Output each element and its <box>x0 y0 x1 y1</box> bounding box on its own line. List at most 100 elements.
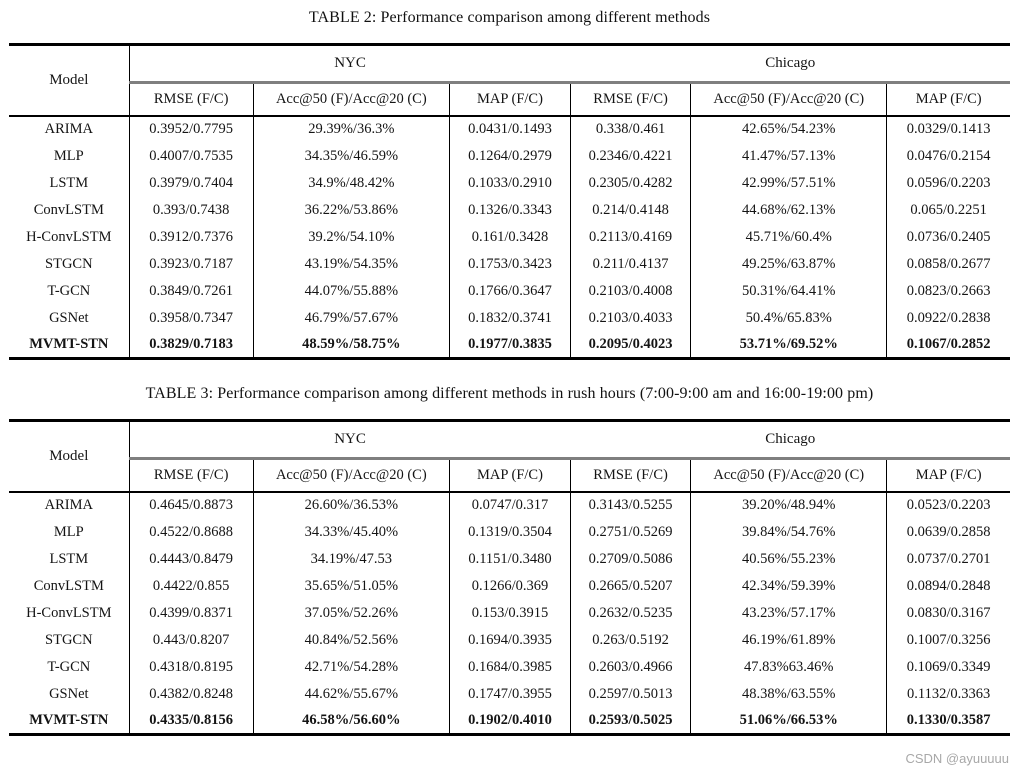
value-cell: 34.9%/48.42% <box>253 169 450 197</box>
value-cell: 26.60%/36.53% <box>253 491 450 519</box>
value-cell: 0.0894/0.2848 <box>906 577 991 594</box>
value-cell: 0.443/0.8207 <box>129 626 254 654</box>
table-row: ARIMA 0.4645/0.8873 26.60%/36.53% 0.0747/0.… <box>9 491 1010 519</box>
city-group-header-nyc: NYC <box>129 420 571 460</box>
value-cell: 0.0747/0.317 <box>449 491 572 519</box>
value-cell: 48.38%/63.55% <box>690 680 888 708</box>
value-cell: 0.4522/0.8688 <box>129 518 254 546</box>
value-cell: 0.214/0.4148 <box>570 196 692 224</box>
value-cell: 0.2103/0.4008 <box>570 277 692 305</box>
value-cell: 34.33%/45.40% <box>253 518 450 546</box>
value-cell: 0.338/0.461 <box>570 115 692 143</box>
table-row: MVMT-STN 0.3829/0.7183 48.59%/58.75% 0.1977… <box>9 331 1010 359</box>
value-cell: 0.0596/0.2203 <box>906 174 991 191</box>
value-cell: 50.31%/64.41% <box>690 277 888 305</box>
model-cell: H-ConvLSTM <box>9 599 130 627</box>
value-cell: 0.4382/0.8248 <box>129 680 254 708</box>
value-cell: 0.1264/0.2979 <box>449 142 572 170</box>
value-cell: 0.0830/0.3167 <box>906 604 991 621</box>
value-cell: 29.39%/36.3% <box>253 115 450 143</box>
value-cell: 0.2632/0.5235 <box>570 599 692 627</box>
value-cell: 51.06%/66.53% <box>690 707 888 735</box>
value-cell: 0.1753/0.3423 <box>449 250 572 278</box>
model-cell: H-ConvLSTM <box>9 223 130 251</box>
model-cell: STGCN <box>9 250 130 278</box>
page: TABLE 2: Performance comparison among di… <box>9 9 1010 736</box>
value-cell: 0.3923/0.7187 <box>129 250 254 278</box>
value-cell: 0.1330/0.3587 <box>906 711 991 728</box>
value-cell: 0.0858/0.2677 <box>906 255 991 272</box>
metric-column-header: MAP (F/C) <box>449 82 572 117</box>
value-cell: 39.2%/54.10% <box>253 223 450 251</box>
metric-column-header: MAP (F/C) <box>449 458 572 493</box>
value-cell: 0.2603/0.4966 <box>570 653 692 681</box>
model-cell: ConvLSTM <box>9 572 130 600</box>
value-cell: 0.3952/0.7795 <box>129 115 254 143</box>
model-cell: ConvLSTM <box>9 196 130 224</box>
value-cell: 0.0476/0.2154 <box>906 147 991 164</box>
metric-column-header: Acc@50 (F)/Acc@20 (C) <box>690 458 888 493</box>
value-cell: 35.65%/51.05% <box>253 572 450 600</box>
value-cell: 0.393/0.7438 <box>129 196 254 224</box>
value-cell: 0.3958/0.7347 <box>129 304 254 332</box>
value-cell: 0.3829/0.7183 <box>129 331 254 359</box>
metric-column-header: Acc@50 (F)/Acc@20 (C) <box>690 82 888 117</box>
value-cell: 44.62%/55.67% <box>253 680 450 708</box>
metric-column-header: RMSE (F/C) <box>129 458 254 493</box>
value-cell: 34.19%/47.53 <box>253 545 450 573</box>
value-cell: 0.153/0.3915 <box>449 599 572 627</box>
value-cell: 42.34%/59.39% <box>690 572 888 600</box>
value-cell: 0.2709/0.5086 <box>570 545 692 573</box>
value-cell: 0.4645/0.8873 <box>129 491 254 519</box>
metric-column-header: RMSE (F/C) <box>570 458 692 493</box>
metric-column-header: MAP (F/C) <box>886 458 1010 493</box>
value-cell: 0.4007/0.7535 <box>129 142 254 170</box>
model-cell: STGCN <box>9 626 130 654</box>
table-row: ARIMA 0.3952/0.7795 29.39%/36.3% 0.0431/0.1… <box>9 115 1010 143</box>
model-cell: ARIMA <box>9 491 130 519</box>
model-cell: T-GCN <box>9 653 130 681</box>
watermark: CSDN @ayuuuuu <box>905 751 1009 766</box>
value-cell: 0.1902/0.4010 <box>449 707 572 735</box>
value-cell: 0.065/0.2251 <box>910 201 987 218</box>
value-cell: 0.0639/0.2858 <box>906 523 991 540</box>
value-cell: 39.20%/48.94% <box>690 491 888 519</box>
model-cell: LSTM <box>9 545 130 573</box>
value-cell: 36.22%/53.86% <box>253 196 450 224</box>
table-row: H-ConvLSTM 0.4399/0.8371 37.05%/52.26% 0.15… <box>9 599 1010 627</box>
value-cell: 0.0737/0.2701 <box>906 550 991 567</box>
value-cell: 0.3979/0.7404 <box>129 169 254 197</box>
table-row: T-GCN 0.3849/0.7261 44.07%/55.88% 0.1766/0.… <box>9 277 1010 305</box>
table-row: T-GCN 0.4318/0.8195 42.71%/54.28% 0.1684/0.… <box>9 653 1010 681</box>
value-cell: 49.25%/63.87% <box>690 250 888 278</box>
value-cell: 47.83%63.46% <box>690 653 888 681</box>
value-cell: 34.35%/46.59% <box>253 142 450 170</box>
value-cell: 0.3143/0.5255 <box>570 491 692 519</box>
value-cell: 46.79%/57.67% <box>253 304 450 332</box>
value-cell: 0.1684/0.3985 <box>449 653 572 681</box>
value-cell: 0.4422/0.855 <box>129 572 254 600</box>
value-cell: 41.47%/57.13% <box>690 142 888 170</box>
value-cell: 0.4399/0.8371 <box>129 599 254 627</box>
value-cell: 0.2751/0.5269 <box>570 518 692 546</box>
value-cell: 0.2103/0.4033 <box>570 304 692 332</box>
value-cell: 42.71%/54.28% <box>253 653 450 681</box>
value-cell: 42.65%/54.23% <box>690 115 888 143</box>
value-cell: 39.84%/54.76% <box>690 518 888 546</box>
value-cell: 0.1007/0.3256 <box>906 631 991 648</box>
model-column-header: Model <box>9 44 130 117</box>
value-cell: 43.23%/57.17% <box>690 599 888 627</box>
table-row: ConvLSTM 0.4422/0.855 35.65%/51.05% 0.1266/… <box>9 572 1010 600</box>
value-cell: 40.84%/52.56% <box>253 626 450 654</box>
value-cell: 0.161/0.3428 <box>449 223 572 251</box>
value-cell: 0.211/0.4137 <box>570 250 692 278</box>
value-cell: 0.2095/0.4023 <box>570 331 692 359</box>
table-row: STGCN 0.443/0.8207 40.84%/52.56% 0.1694/0.3… <box>9 626 1010 654</box>
table3-title: TABLE 3: Performance comparison among di… <box>145 385 874 402</box>
value-cell: 0.0431/0.1493 <box>449 115 572 143</box>
metric-column-header: MAP (F/C) <box>886 82 1010 117</box>
model-column-header: Model <box>9 420 130 493</box>
model-cell: MLP <box>9 142 130 170</box>
table-row: STGCN 0.3923/0.7187 43.19%/54.35% 0.1753/0.… <box>9 250 1010 278</box>
value-cell: 0.2346/0.4221 <box>570 142 692 170</box>
